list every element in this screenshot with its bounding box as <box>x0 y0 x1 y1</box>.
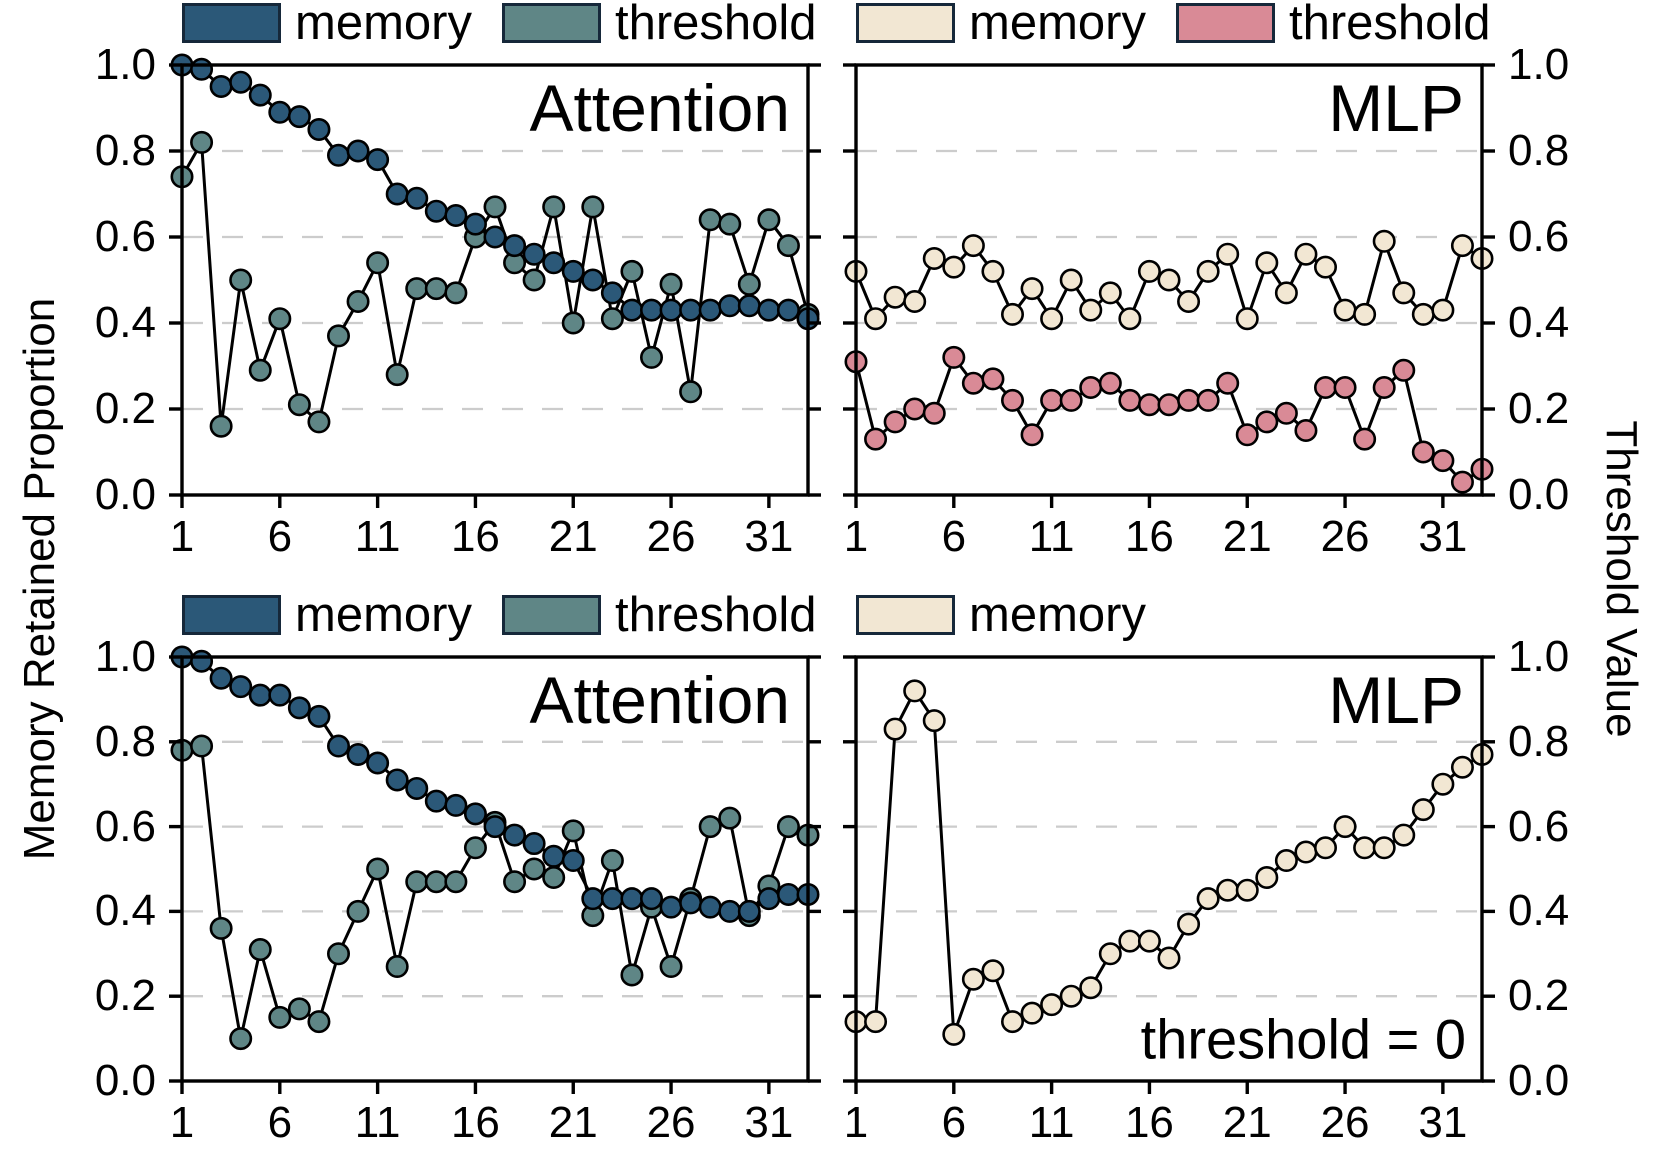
svg-text:Attention: Attention <box>529 663 790 737</box>
svg-text:Attention: Attention <box>529 71 790 145</box>
svg-text:MLP: MLP <box>1328 663 1464 737</box>
svg-text:MLP: MLP <box>1328 71 1464 145</box>
